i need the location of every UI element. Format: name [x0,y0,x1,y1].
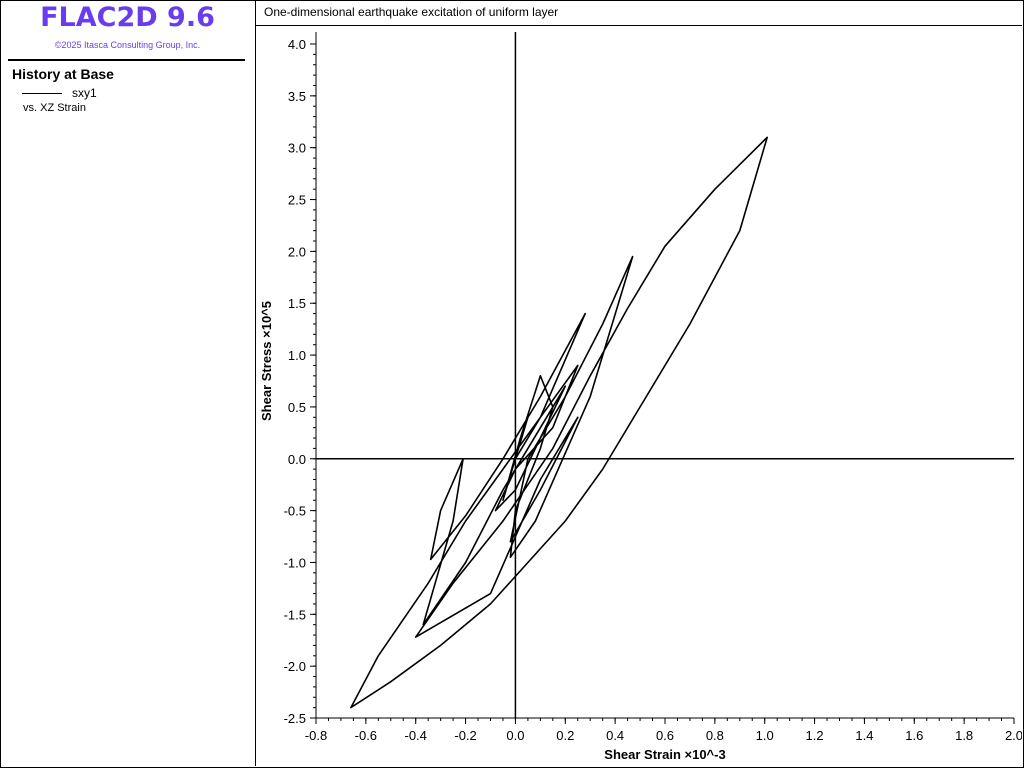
app-title: FLAC2D 9.6 [40,2,215,33]
x-tick-label: 2.0 [1005,728,1022,743]
y-tick-label: -1.5 [284,607,306,622]
y-tick-label: 4.0 [288,37,306,52]
y-tick-label: -0.5 [284,504,306,519]
x-tick-label: 0.4 [606,728,624,743]
y-tick-label: -2.0 [284,659,306,674]
x-tick-label: -0.2 [454,728,476,743]
x-tick-label: -0.4 [405,728,427,743]
series-line-sxy1 [350,136,769,709]
x-tick-label: 0.2 [556,728,574,743]
axes-group [315,32,1014,719]
copyright-text: ©2025 Itasca Consulting Group, Inc. [54,40,201,50]
legend-series-label: sxy1 [72,86,97,100]
y-axis-label: Shear Stress ×10^5 [259,301,274,421]
y-tick-label: 1.5 [288,296,306,311]
y-tick-label: 3.0 [288,141,306,156]
x-tick-label: 0.8 [706,728,724,743]
plot-title-bar: One-dimensional earthquake excitation of… [256,0,1022,26]
x-tick-label: 1.0 [756,728,774,743]
x-tick-label: 1.6 [905,728,923,743]
x-tick-label: -0.8 [305,728,327,743]
y-tick-label: -1.0 [284,555,306,570]
x-tick-label: -0.6 [355,728,377,743]
x-tick-label: 1.4 [855,728,873,743]
y-tick-label: 3.5 [288,89,306,104]
x-tick-label: 0.0 [506,728,524,743]
series-group [350,136,769,709]
legend-title: History at Base [12,66,114,82]
x-tick-label: 1.2 [806,728,824,743]
legend-panel: FLAC2D 9.6 ©2025 Itasca Consulting Group… [0,0,256,766]
y-tick-label: 2.5 [288,193,306,208]
legend-versus-label: vs. XZ Strain [23,102,86,114]
y-tick-label: -2.5 [284,711,306,726]
x-axis-label: Shear Strain ×10^-3 [604,747,725,762]
plot-title: One-dimensional earthquake excitation of… [264,5,559,19]
y-tick-label: 0.0 [288,452,306,467]
y-tick-label: 2.0 [288,244,306,259]
y-tick-label: 1.0 [288,348,306,363]
ticks-group: -0.8 -0.6 -0.4 -0.2 0.0 0.2 0.4 0.6 0.8 1.0 1.2 1.4… [284,37,1022,743]
y-tick-label: 0.5 [288,400,306,415]
x-tick-label: 1.8 [955,728,973,743]
chart-svg: -0.8 -0.6 -0.4 -0.2 0.0 0.2 0.4 0.6 0.8 1.0 1.2 1.4… [259,32,1022,762]
panel-divider [8,59,245,61]
legend-line-swatch [22,93,62,94]
x-tick-label: 0.6 [656,728,674,743]
